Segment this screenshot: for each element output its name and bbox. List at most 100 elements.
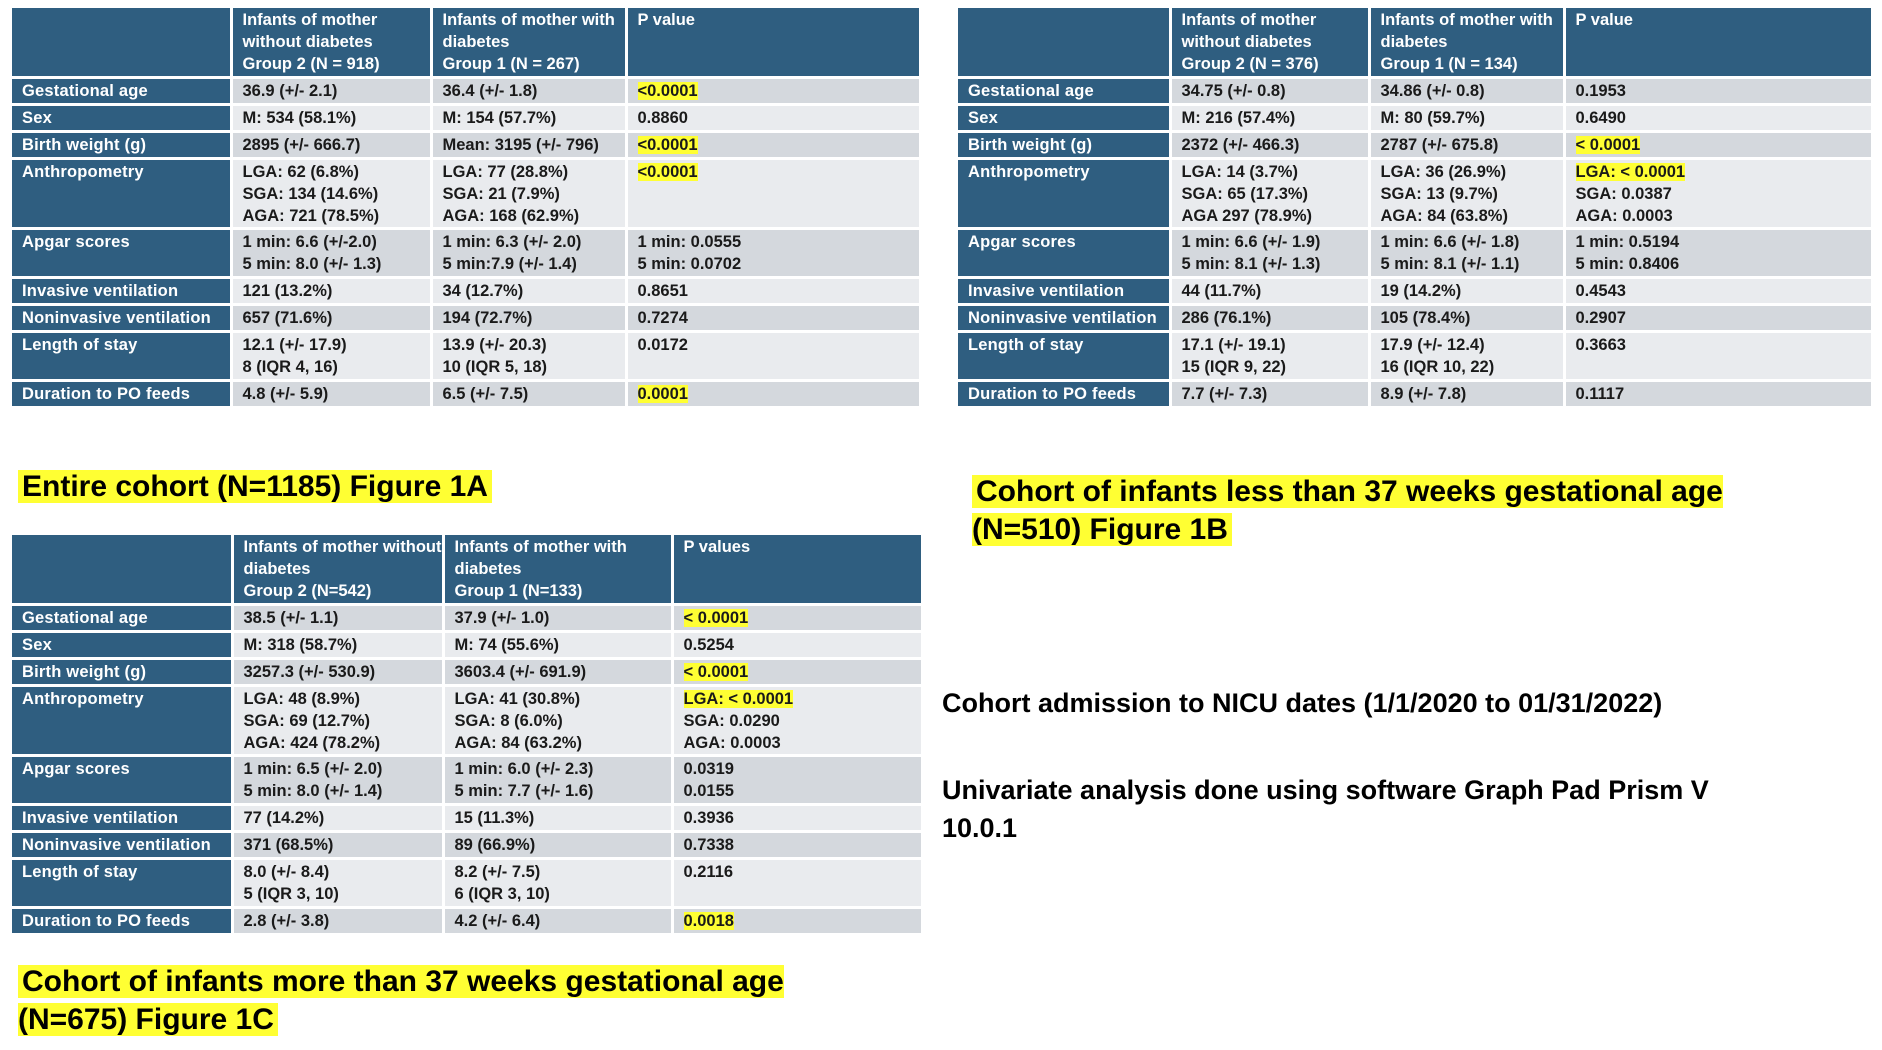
cell-line: 77 (14.2%) [243, 809, 325, 828]
cell-line: 6 (IQR 3, 10) [454, 885, 550, 904]
p-value-cell: < 0.0001 [672, 604, 924, 633]
row-label: Invasive ventilation [12, 277, 233, 307]
group-2-cell: M: 318 (58.7%) [232, 631, 445, 660]
cell-line: LGA: 41 (30.8%) [454, 689, 581, 708]
cell-line: Mean: 3195 (+/- 796) [442, 135, 599, 154]
cell-line: 1 min: 6.5 (+/- 2.0) [243, 760, 383, 779]
group-1-cell: 105 (78.4%) [1369, 304, 1566, 334]
cell-line: M: 74 (55.6%) [454, 635, 560, 654]
cell-line: 15 (IQR 9, 22) [1181, 358, 1287, 377]
table-row: Apgar scores 1 min: 6.5 (+/- 2.0) 5 min: 8… [12, 755, 924, 807]
table-row: Duration to PO feeds 4.8 (+/- 5.9) 6.5 (+/… [12, 380, 922, 409]
figure-1b-table: Infants of mother without diabetes Group 2… [958, 8, 1874, 409]
table-row: Duration to PO feeds 7.7 (+/- 7.3) 8.9 (+/… [958, 380, 1874, 409]
group-2-cell: 17.1 (+/- 19.1) 15 (IQR 9, 22) [1170, 331, 1371, 383]
table-row: Birth weight (g) 3257.3 (+/- 530.9) 3603.4… [12, 658, 924, 687]
table-row: Noninvasive ventilation 286 (76.1%) 105 (7… [958, 304, 1874, 334]
cell-line: < 0.0001 [683, 662, 911, 682]
cell-line: SGA: 21 (7.9%) [442, 184, 560, 203]
cell-line: AGA: 0.0003 [683, 733, 781, 752]
cell-line: LGA: 48 (8.9%) [243, 689, 360, 708]
cell-line: 1 min: 0.0555 [637, 233, 742, 252]
group-1-cell: 13.9 (+/- 20.3) 10 (IQR 5, 18) [431, 331, 628, 383]
p-value-cell: < 0.0001 [1564, 131, 1874, 160]
cell-line: LGA: 36 (26.9%) [1380, 162, 1507, 181]
group-1-cell: 89 (66.9%) [443, 831, 674, 861]
row-label: Noninvasive ventilation [12, 831, 234, 861]
row-label: Duration to PO feeds [12, 907, 234, 936]
cell-line: 36.4 (+/- 1.8) [442, 81, 538, 100]
cell-line: LGA: 62 (6.8%) [242, 162, 359, 181]
cell-line: SGA: 8 (6.0%) [454, 711, 563, 730]
group-1-cell: 15 (11.3%) [443, 804, 674, 834]
cell-line: 5 min: 8.1 (+/- 1.3) [1181, 255, 1321, 274]
significant-p-value: < 0.0001 [1575, 135, 1641, 154]
group-1-cell: 36.4 (+/- 1.8) [431, 77, 628, 106]
cell-line: SGA: 0.0387 [1575, 184, 1672, 203]
group-2-cell: 34.75 (+/- 0.8) [1170, 77, 1371, 106]
group-2-cell: 77 (14.2%) [232, 804, 445, 834]
p-value-cell: 0.7338 [672, 831, 924, 861]
group-1-cell: LGA: 41 (30.8%) SGA: 8 (6.0%) AGA: 84 (63.… [443, 685, 674, 758]
row-label: Sex [958, 104, 1172, 133]
analysis-software-note: Univariate analysis done using software … [942, 775, 1709, 843]
table-row: Sex M: 216 (57.4%) M: 80 (59.7%) 0.6490 [958, 104, 1874, 133]
cell-line: 10 (IQR 5, 18) [442, 358, 548, 377]
row-label: Gestational age [12, 77, 233, 106]
cell-line: <0.0001 [637, 81, 909, 101]
cell-line: 0.7338 [683, 836, 734, 855]
group-2-cell: 7.7 (+/- 7.3) [1170, 380, 1371, 409]
cell-line: 5 min:7.9 (+/- 1.4) [442, 255, 577, 274]
table-row: Noninvasive ventilation 371 (68.5%) 89 (66… [12, 831, 924, 861]
cell-line: AGA: 424 (78.2%) [243, 733, 381, 752]
p-value-cell: 0.6490 [1564, 104, 1874, 133]
cell-line: Infants of mother with [442, 11, 615, 29]
p-value-cell: 0.2116 [672, 858, 924, 910]
cell-line: < 0.0001 [683, 608, 911, 628]
table-row: Invasive ventilation 121 (13.2%) 34 (12.7%… [12, 277, 922, 307]
cell-line: 0.0018 [683, 911, 911, 931]
significant-p-value: <0.0001 [637, 135, 698, 154]
row-label: Duration to PO feeds [958, 380, 1172, 409]
cell-line: <0.0001 [637, 135, 909, 155]
cell-line: 0.8860 [637, 108, 688, 127]
significant-p-value: 0.0018 [683, 912, 734, 931]
cell-line: SGA: 0.0290 [683, 711, 780, 730]
row-label: Birth weight (g) [12, 131, 233, 160]
p-value-cell: 0.5254 [672, 631, 924, 660]
group-1-cell: 34 (12.7%) [431, 277, 628, 307]
group-1-cell: 6.5 (+/- 7.5) [431, 380, 628, 409]
cell-line: 5 (IQR 3, 10) [243, 885, 339, 904]
group-2-cell: 121 (13.2%) [231, 277, 433, 307]
table-header-row: Infants of mother without diabetes Group 2… [12, 8, 922, 79]
group-1-cell: M: 80 (59.7%) [1369, 104, 1566, 133]
p-value-cell: LGA: < 0.0001 SGA: 0.0387 AGA: 0.0003 [1564, 158, 1874, 231]
cell-line: 12.1 (+/- 17.9) [242, 336, 347, 355]
figure-1c-table: Infants of mother without diabetes Group 2… [12, 535, 924, 936]
group-2-cell: 44 (11.7%) [1170, 277, 1371, 307]
cell-line: M: 80 (59.7%) [1380, 108, 1486, 127]
cell-line: 0.8651 [637, 282, 688, 301]
group-1-cell: 4.2 (+/- 6.4) [443, 907, 674, 936]
table-row: Gestational age 38.5 (+/- 1.1) 37.9 (+/- 1… [12, 604, 924, 633]
table-row: Length of stay 8.0 (+/- 8.4) 5 (IQR 3, 10)… [12, 858, 924, 910]
cell-line: diabetes [1380, 32, 1448, 51]
table-header-row: Infants of mother without diabetes Group 2… [958, 8, 1874, 79]
table-row: Birth weight (g) 2895 (+/- 666.7) Mean: 31… [12, 131, 922, 160]
table-row: Duration to PO feeds 2.8 (+/- 3.8) 4.2 (+/… [12, 907, 924, 936]
group-2-cell: LGA: 62 (6.8%) SGA: 134 (14.6%) AGA: 721 (… [231, 158, 433, 231]
row-label: Invasive ventilation [958, 277, 1172, 307]
cell-line: 286 (76.1%) [1181, 309, 1272, 328]
cell-line: AGA: 721 (78.5%) [242, 206, 380, 225]
cell-line: 0.2116 [683, 863, 734, 882]
cell-line: Group 2 (N=542) [243, 581, 372, 600]
group-1-cell: M: 74 (55.6%) [443, 631, 674, 660]
p-value-cell: 0.0001 [626, 380, 922, 409]
cell-line: AGA: 168 (62.9%) [442, 206, 580, 225]
row-label: Sex [12, 631, 234, 660]
cell-line: 0.6490 [1575, 108, 1626, 127]
cell-line: < 0.0001 [1575, 135, 1861, 155]
cell-line: 16 (IQR 10, 22) [1380, 358, 1495, 377]
group-2-cell: LGA: 48 (8.9%) SGA: 69 (12.7%) AGA: 424 (7… [232, 685, 445, 758]
cell-line: 1 min: 6.6 (+/-2.0) [242, 233, 377, 252]
